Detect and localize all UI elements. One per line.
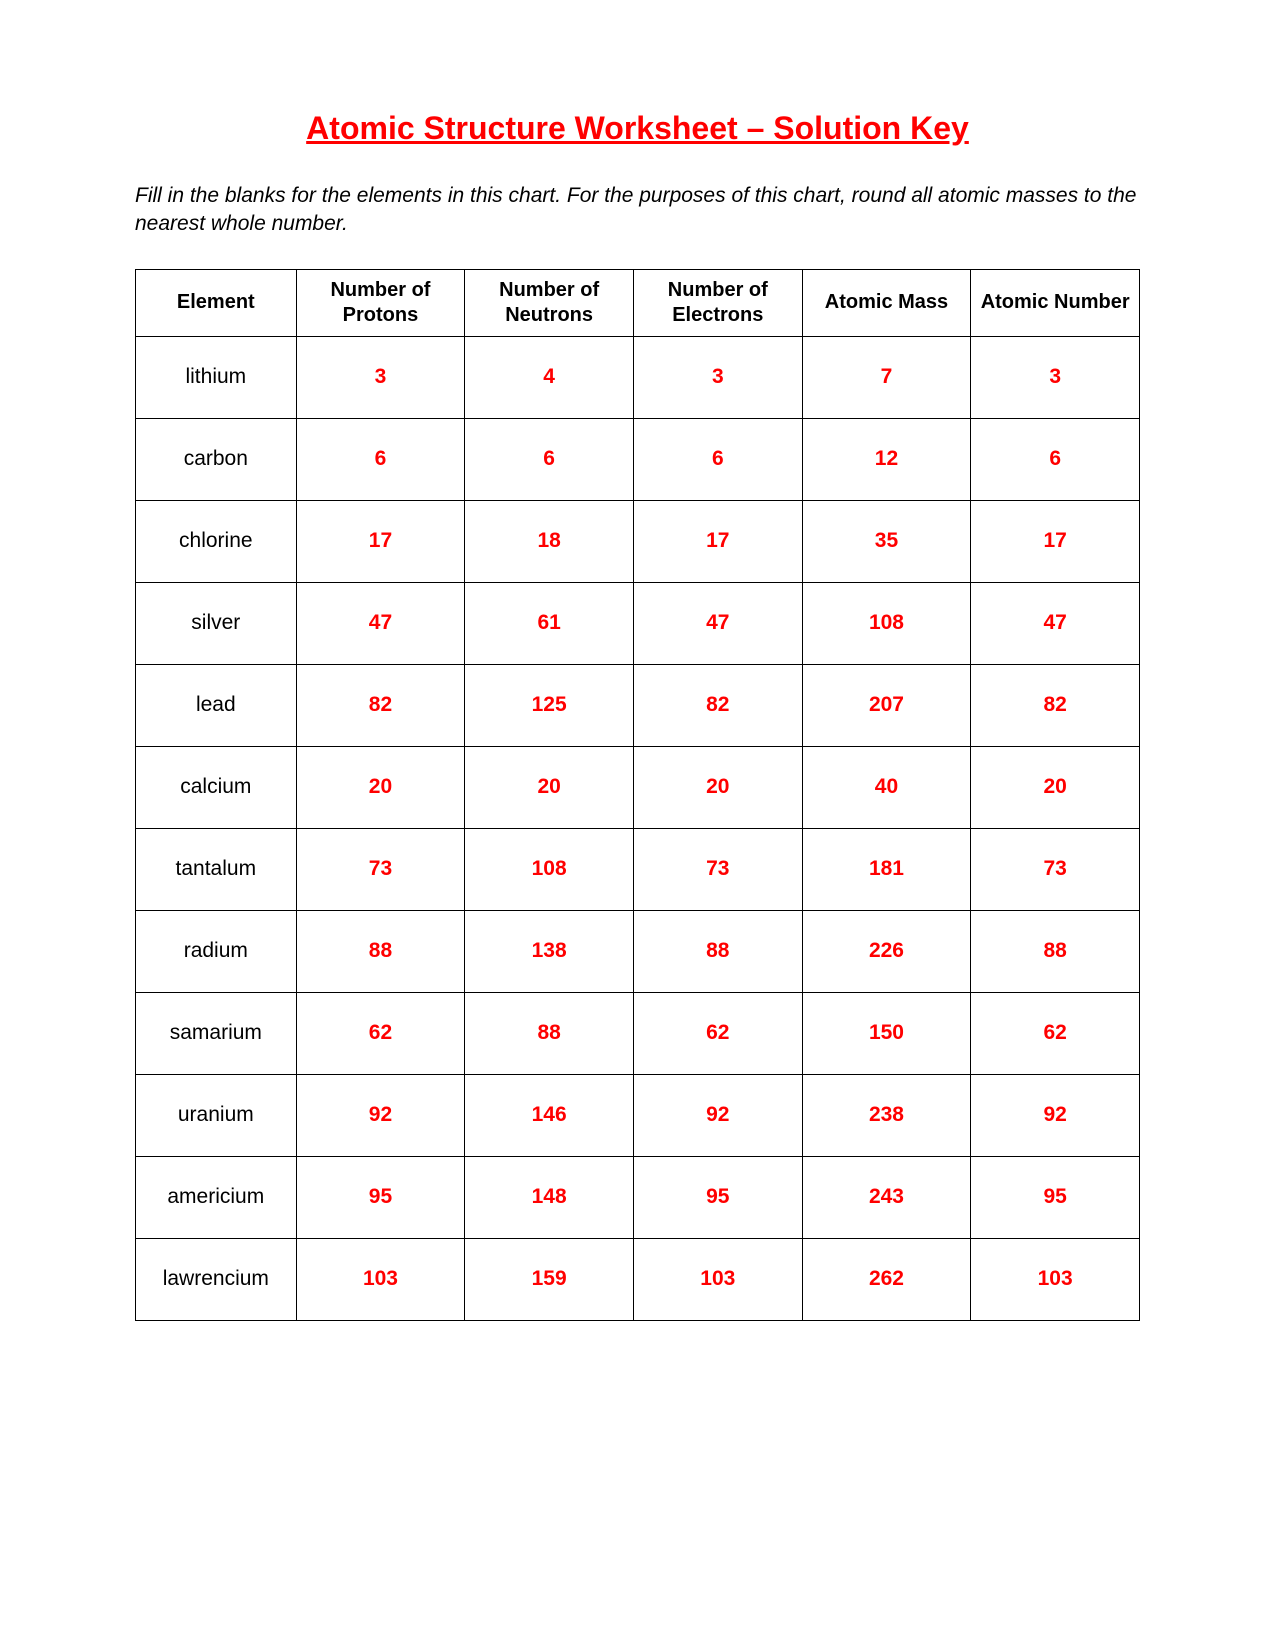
element-name-cell: lithium (136, 336, 297, 418)
mass-cell: 108 (802, 582, 971, 664)
number-cell: 20 (971, 746, 1140, 828)
neutrons-cell: 4 (465, 336, 634, 418)
neutrons-cell: 108 (465, 828, 634, 910)
mass-cell: 226 (802, 910, 971, 992)
neutrons-cell: 146 (465, 1074, 634, 1156)
electrons-cell: 62 (633, 992, 802, 1074)
mass-cell: 12 (802, 418, 971, 500)
header-element: Element (136, 269, 297, 336)
electrons-cell: 88 (633, 910, 802, 992)
element-name-cell: uranium (136, 1074, 297, 1156)
electrons-cell: 82 (633, 664, 802, 746)
element-name-cell: samarium (136, 992, 297, 1074)
table-row: radium881388822688 (136, 910, 1140, 992)
electrons-cell: 103 (633, 1238, 802, 1320)
mass-cell: 150 (802, 992, 971, 1074)
protons-cell: 17 (296, 500, 465, 582)
number-cell: 17 (971, 500, 1140, 582)
element-name-cell: lead (136, 664, 297, 746)
neutrons-cell: 125 (465, 664, 634, 746)
protons-cell: 3 (296, 336, 465, 418)
protons-cell: 47 (296, 582, 465, 664)
protons-cell: 73 (296, 828, 465, 910)
table-row: chlorine1718173517 (136, 500, 1140, 582)
mass-cell: 40 (802, 746, 971, 828)
table-row: calcium2020204020 (136, 746, 1140, 828)
neutrons-cell: 6 (465, 418, 634, 500)
electrons-cell: 20 (633, 746, 802, 828)
table-row: lithium34373 (136, 336, 1140, 418)
number-cell: 47 (971, 582, 1140, 664)
electrons-cell: 47 (633, 582, 802, 664)
electrons-cell: 3 (633, 336, 802, 418)
atomic-structure-table: Element Number of Protons Number of Neut… (135, 269, 1140, 1321)
mass-cell: 7 (802, 336, 971, 418)
table-row: lead821258220782 (136, 664, 1140, 746)
page-title: Atomic Structure Worksheet – Solution Ke… (135, 110, 1140, 147)
table-header-row: Element Number of Protons Number of Neut… (136, 269, 1140, 336)
mass-cell: 207 (802, 664, 971, 746)
header-mass: Atomic Mass (802, 269, 971, 336)
electrons-cell: 95 (633, 1156, 802, 1238)
neutrons-cell: 148 (465, 1156, 634, 1238)
protons-cell: 6 (296, 418, 465, 500)
neutrons-cell: 138 (465, 910, 634, 992)
neutrons-cell: 61 (465, 582, 634, 664)
table-row: carbon666126 (136, 418, 1140, 500)
protons-cell: 82 (296, 664, 465, 746)
protons-cell: 92 (296, 1074, 465, 1156)
element-name-cell: chlorine (136, 500, 297, 582)
header-electrons: Number of Electrons (633, 269, 802, 336)
electrons-cell: 92 (633, 1074, 802, 1156)
protons-cell: 95 (296, 1156, 465, 1238)
table-row: lawrencium103159103262103 (136, 1238, 1140, 1320)
protons-cell: 62 (296, 992, 465, 1074)
header-protons: Number of Protons (296, 269, 465, 336)
protons-cell: 88 (296, 910, 465, 992)
element-name-cell: tantalum (136, 828, 297, 910)
element-name-cell: americium (136, 1156, 297, 1238)
number-cell: 62 (971, 992, 1140, 1074)
mass-cell: 262 (802, 1238, 971, 1320)
number-cell: 88 (971, 910, 1140, 992)
number-cell: 92 (971, 1074, 1140, 1156)
number-cell: 103 (971, 1238, 1140, 1320)
electrons-cell: 73 (633, 828, 802, 910)
header-neutrons: Number of Neutrons (465, 269, 634, 336)
element-name-cell: radium (136, 910, 297, 992)
table-row: silver47614710847 (136, 582, 1140, 664)
mass-cell: 181 (802, 828, 971, 910)
element-name-cell: silver (136, 582, 297, 664)
neutrons-cell: 18 (465, 500, 634, 582)
number-cell: 82 (971, 664, 1140, 746)
mass-cell: 35 (802, 500, 971, 582)
number-cell: 3 (971, 336, 1140, 418)
element-name-cell: calcium (136, 746, 297, 828)
number-cell: 73 (971, 828, 1140, 910)
protons-cell: 103 (296, 1238, 465, 1320)
number-cell: 6 (971, 418, 1140, 500)
header-number: Atomic Number (971, 269, 1140, 336)
table-row: tantalum731087318173 (136, 828, 1140, 910)
neutrons-cell: 88 (465, 992, 634, 1074)
neutrons-cell: 159 (465, 1238, 634, 1320)
electrons-cell: 17 (633, 500, 802, 582)
neutrons-cell: 20 (465, 746, 634, 828)
table-row: americium951489524395 (136, 1156, 1140, 1238)
table-row: samarium62886215062 (136, 992, 1140, 1074)
instructions-text: Fill in the blanks for the elements in t… (135, 182, 1140, 239)
electrons-cell: 6 (633, 418, 802, 500)
mass-cell: 243 (802, 1156, 971, 1238)
protons-cell: 20 (296, 746, 465, 828)
table-body: lithium34373carbon666126chlorine17181735… (136, 336, 1140, 1320)
element-name-cell: lawrencium (136, 1238, 297, 1320)
mass-cell: 238 (802, 1074, 971, 1156)
table-row: uranium921469223892 (136, 1074, 1140, 1156)
element-name-cell: carbon (136, 418, 297, 500)
number-cell: 95 (971, 1156, 1140, 1238)
